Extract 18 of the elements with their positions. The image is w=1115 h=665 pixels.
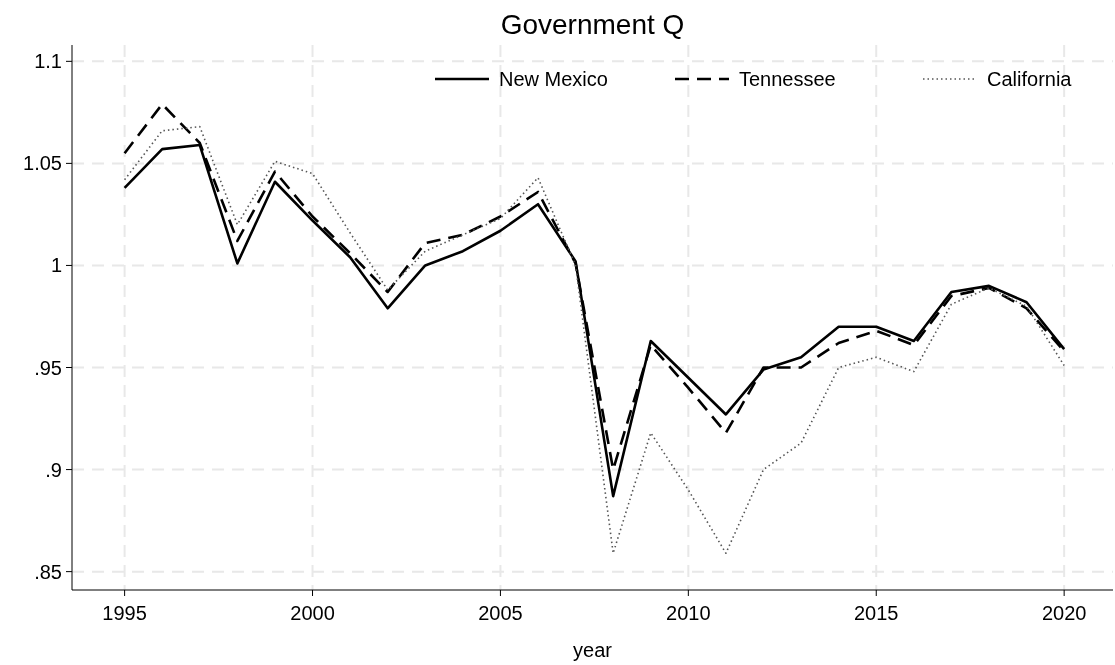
- y-tick-label: 1.1: [34, 50, 62, 73]
- x-tick-label: 1995: [102, 602, 147, 624]
- x-tick-label: 2005: [478, 602, 523, 624]
- y-tick-label: 1: [50, 254, 62, 277]
- line-series: [123, 125, 1065, 555]
- y-tick-label: .9: [45, 458, 62, 481]
- x-tick-label: 2000: [290, 602, 335, 624]
- x-tick-label: 2010: [666, 602, 711, 624]
- legend-label: Tennessee: [739, 68, 836, 90]
- x-tick-label: 2020: [1041, 602, 1087, 624]
- chart-title: Government Q: [500, 9, 685, 40]
- legend-label: California: [987, 68, 1073, 90]
- y-tick-label: .95: [34, 356, 62, 379]
- y-tick-label: .85: [34, 560, 62, 583]
- x-tick-label: 2015: [853, 602, 899, 624]
- x-axis-title: year: [573, 639, 613, 661]
- legend-label: New Mexico: [499, 68, 608, 90]
- y-tick-label: 1.05: [23, 152, 62, 175]
